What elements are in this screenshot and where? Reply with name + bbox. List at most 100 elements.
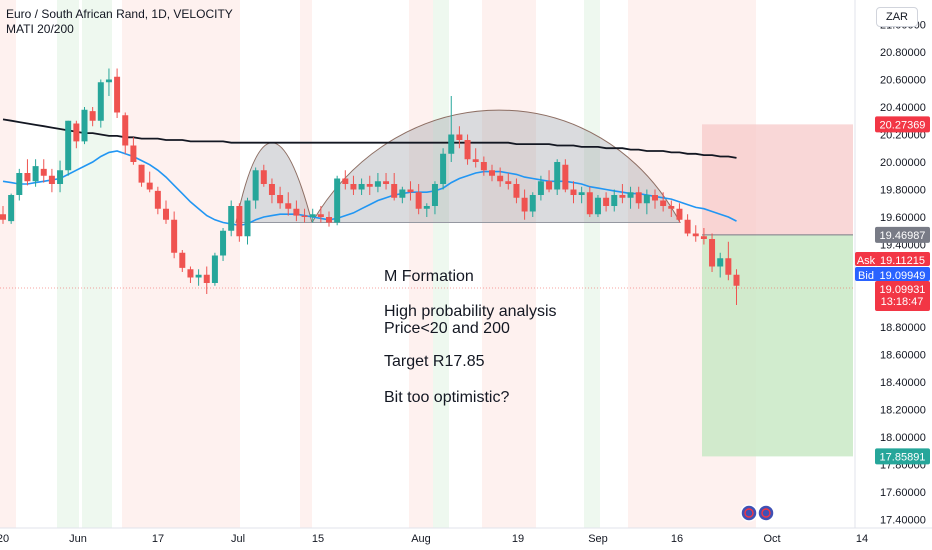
candle-body[interactable] [179,252,186,268]
time-axis[interactable]: 20 Jun 17 Jul 15 Aug 19 Sep 16 Oct 14 [0,533,868,545]
candle-body[interactable] [40,168,47,176]
candle-body[interactable] [334,178,341,223]
candle-body[interactable] [537,181,544,195]
candle-body[interactable] [203,274,210,283]
candle-body[interactable] [8,195,15,222]
candle-body[interactable] [163,208,169,220]
candle-body[interactable] [65,120,72,171]
candle-body[interactable] [171,219,178,253]
candle-body[interactable] [521,197,528,212]
candle-body[interactable] [187,269,194,278]
candle-body[interactable] [89,111,96,121]
candle-body[interactable] [480,162,487,171]
candle-body[interactable] [472,159,479,162]
currency-button[interactable]: ZAR [876,7,918,27]
candle-body[interactable] [619,195,626,198]
candle-body[interactable] [326,217,332,223]
candle-body[interactable] [431,184,438,206]
candle-body[interactable] [268,184,275,195]
candle-body[interactable] [578,192,585,195]
candle-body[interactable] [211,255,218,284]
candle-body[interactable] [513,184,520,198]
candle-body[interactable] [709,239,716,267]
indicator-legend[interactable]: MATI 20/200 [6,22,74,36]
candle-body[interactable] [733,274,740,286]
candle-body[interactable] [464,140,471,160]
candle-body[interactable] [554,162,561,190]
candle-body[interactable] [546,181,553,190]
candle-body[interactable] [32,166,39,182]
candle-body[interactable] [317,214,324,217]
candle-body[interactable] [309,214,316,217]
candle-body[interactable] [285,203,292,209]
candle-body[interactable] [529,195,536,212]
candle-body[interactable] [440,153,447,184]
candle-body[interactable] [358,184,365,190]
candle-body[interactable] [415,192,422,209]
candles[interactable] [0,68,740,306]
chart-title[interactable]: Euro / South African Rand, 1D, VELOCITY [6,7,233,21]
candle-body[interactable] [277,195,284,204]
candle-body[interactable] [456,134,463,141]
candle-body[interactable] [676,208,683,220]
candle-body[interactable] [660,200,667,207]
candle-body[interactable] [627,192,634,198]
candle-body[interactable] [505,181,512,184]
candle-body[interactable] [138,164,145,183]
candle-body[interactable] [342,178,349,185]
candle-body[interactable] [146,182,153,190]
candle-body[interactable] [611,195,618,206]
candle-body[interactable] [260,170,267,184]
candle-body[interactable] [594,197,601,215]
stop-loss-zone[interactable] [702,124,853,235]
candle-body[interactable] [16,173,23,195]
candle-body[interactable] [489,170,495,176]
candle-body[interactable] [105,79,112,83]
candle-body[interactable] [154,190,161,209]
candle-body[interactable] [0,214,6,220]
candle-body[interactable] [684,219,691,234]
candle-body[interactable] [228,206,235,231]
candle-body[interactable] [603,197,610,206]
candle-body[interactable] [114,76,121,113]
candle-body[interactable] [293,208,300,216]
candle-body[interactable] [562,164,569,190]
candle-body[interactable] [668,206,675,209]
event-icons[interactable] [740,504,775,522]
candle-body[interactable] [81,109,88,142]
candle-body[interactable] [24,173,31,182]
candle-body[interactable] [374,181,381,187]
candle-body[interactable] [717,258,724,267]
candle-body[interactable] [635,192,642,204]
candle-body[interactable] [122,115,129,146]
candle-body[interactable] [97,82,104,121]
candle-body[interactable] [423,206,430,209]
candle-body[interactable] [692,233,699,237]
candle-body[interactable] [350,184,357,190]
take-profit-zone[interactable] [702,234,853,457]
candle-body[interactable] [643,195,650,204]
candle-body[interactable] [366,184,373,187]
candle-body[interactable] [236,206,243,237]
candle-body[interactable] [391,184,398,198]
candle-body[interactable] [220,230,227,256]
candle-body[interactable] [497,175,504,182]
candle-body[interactable] [448,134,455,154]
candle-body[interactable] [73,123,80,142]
candle-body[interactable] [407,189,414,193]
candle-body[interactable] [195,274,202,278]
event-flag-icon[interactable] [740,504,758,522]
candle-body[interactable] [586,192,593,215]
event-flag-icon[interactable] [757,504,775,522]
candle-body[interactable] [652,195,658,201]
short-position-tool[interactable] [702,124,853,457]
candle-body[interactable] [383,181,390,184]
candle-body[interactable] [48,175,55,184]
candle-body[interactable] [399,189,406,198]
candle-body[interactable] [244,200,251,237]
candle-body[interactable] [301,215,308,217]
candle-body[interactable] [57,170,64,184]
candle-body[interactable] [570,189,577,196]
candle-body[interactable] [252,170,259,201]
